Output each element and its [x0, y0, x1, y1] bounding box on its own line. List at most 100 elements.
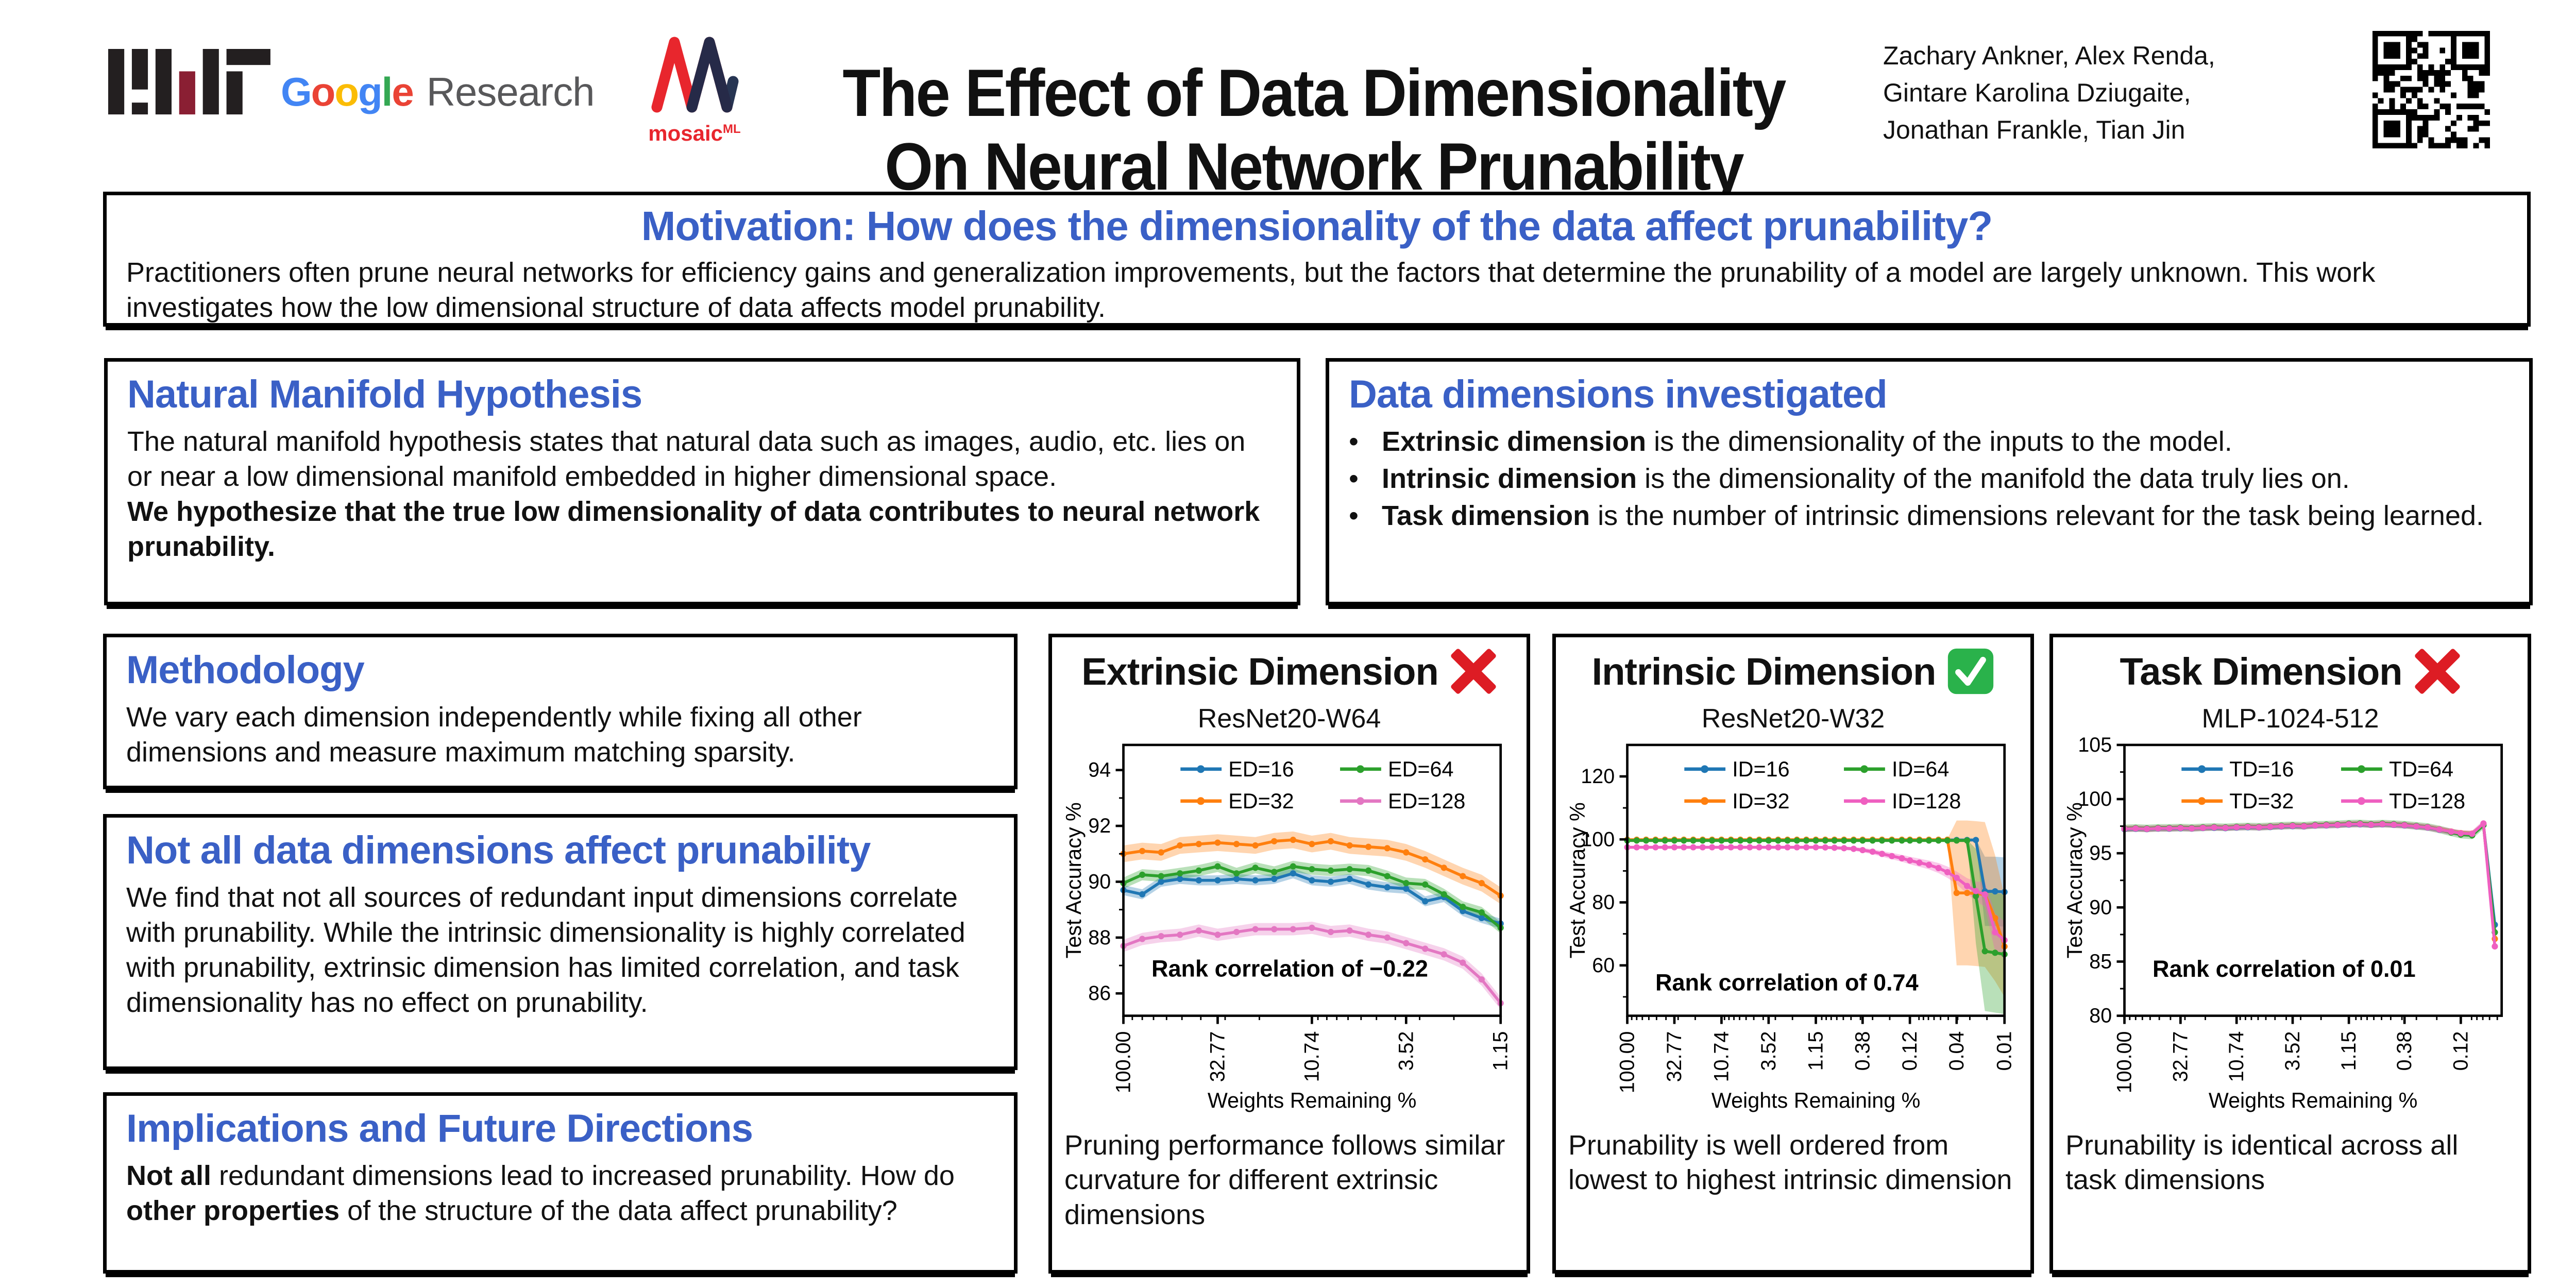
list-item: • Extrinsic dimension is the dimensionali… [1349, 424, 2510, 459]
chart-caption: Pruning performance follows similar curv… [1064, 1129, 1505, 1230]
svg-text:0.38: 0.38 [2393, 1031, 2416, 1071]
chart-status-icon [2414, 648, 2461, 695]
findings-box: Not all data dimensions affect prunabili… [103, 814, 1018, 1070]
svg-text:0.12: 0.12 [2449, 1031, 2472, 1071]
google-letter: o [334, 69, 359, 114]
natural-manifold-hypothesis-box: Natural Manifold Hypothesis The natural … [104, 358, 1300, 605]
svg-text:0.12: 0.12 [1899, 1031, 1921, 1071]
svg-text:Weights Remaining %: Weights Remaining % [1208, 1089, 1417, 1112]
data-dimensions-box: Data dimensions investigated • Extrinsic … [1326, 358, 2533, 605]
svg-text:10.74: 10.74 [1300, 1031, 1323, 1082]
svg-text:ED=128: ED=128 [1388, 789, 1465, 813]
methodology-title: Methodology [126, 648, 365, 692]
svg-text:92: 92 [1088, 815, 1111, 837]
cross-icon [2414, 649, 2460, 694]
svg-text:90: 90 [2089, 896, 2112, 919]
svg-text:Test Accuracy %: Test Accuracy % [1568, 802, 1589, 958]
bullet-icon: • [1349, 500, 1359, 532]
svg-text:90: 90 [1088, 870, 1111, 893]
mosaicml-wordmark: mosaicML [648, 121, 741, 145]
svg-text:Weights Remaining %: Weights Remaining % [2209, 1089, 2418, 1112]
google-letter: G [281, 69, 312, 114]
chart-status-icon [1947, 648, 1994, 695]
svg-text:TD=32: TD=32 [2229, 789, 2294, 813]
svg-text:3.52: 3.52 [2281, 1031, 2304, 1071]
findings-body: We find that not all sources of redundan… [126, 882, 965, 1019]
svg-text:0.01: 0.01 [1993, 1031, 2016, 1071]
line-chart: 80 85 90 95 100 105 100.00 32.77 10.74 3.52 1.15 0.… [2065, 736, 2503, 1112]
cross-icon [1451, 649, 1496, 694]
bullet-icon: • [1349, 463, 1359, 495]
dimensions-title: Data dimensions investigated [1349, 372, 1888, 416]
svg-text:100: 100 [2078, 788, 2112, 810]
svg-text:Weights Remaining %: Weights Remaining % [1711, 1089, 1921, 1112]
dimensions-list: • Extrinsic dimension is the dimensionali… [1349, 424, 2510, 533]
google-letter: l [381, 69, 393, 114]
implications-body: Not all redundant dimensions lead to inc… [126, 1160, 955, 1227]
svg-text:60: 60 [1592, 954, 1615, 977]
svg-text:Rank correlation of −0.22: Rank correlation of −0.22 [1151, 956, 1428, 982]
svg-text:88: 88 [1088, 926, 1111, 949]
google-research-label: Research [426, 69, 595, 114]
poster-title-line2: On Neural Network Prunability [885, 129, 1744, 205]
list-item: • Intrinsic dimension is the dimensionali… [1349, 461, 2510, 496]
authors-line: Zachary Ankner, Alex Renda, [1883, 41, 2215, 70]
svg-text:86: 86 [1088, 982, 1111, 1005]
motivation-title: Motivation: How does the dimensionality … [641, 203, 1993, 249]
svg-text:100.00: 100.00 [1112, 1031, 1135, 1094]
svg-text:10.74: 10.74 [1710, 1031, 1733, 1082]
svg-text:32.77: 32.77 [1663, 1031, 1686, 1082]
line-chart: 60 80 100 120 100.00 32.77 10.74 3.52 1.15 0.38 0.… [1568, 743, 2016, 1112]
svg-text:94: 94 [1088, 759, 1111, 782]
google-letter: o [311, 69, 336, 114]
chart-subtitle: ResNet20-W32 [1701, 704, 1885, 734]
svg-text:Test Accuracy %: Test Accuracy % [2065, 802, 2087, 958]
poster-title: The Effect of Data Dimensionality On Neu… [772, 56, 1855, 204]
svg-text:ED=32: ED=32 [1228, 789, 1294, 813]
mosaicml-logo: mosaicML [646, 32, 743, 146]
chart-title: Task Dimension [2120, 650, 2402, 693]
authors-line: Gintare Karolina Dziugaite, [1883, 78, 2191, 107]
svg-text:Rank correlation of 0.01: Rank correlation of 0.01 [2153, 956, 2416, 982]
findings-title: Not all data dimensions affect prunabili… [126, 828, 871, 872]
svg-text:100.00: 100.00 [1616, 1031, 1639, 1094]
methodology-body: We vary each dimension independently whi… [126, 702, 862, 768]
chart-title: Intrinsic Dimension [1591, 650, 1937, 693]
google-research-logo: Google Research [281, 69, 595, 115]
svg-text:0.38: 0.38 [1851, 1031, 1874, 1071]
svg-text:95: 95 [2089, 842, 2112, 865]
svg-text:TD=16: TD=16 [2229, 757, 2294, 781]
svg-text:85: 85 [2089, 950, 2112, 973]
svg-text:1.15: 1.15 [1805, 1031, 1827, 1071]
qr-code-icon [2361, 20, 2501, 160]
svg-text:ID=16: ID=16 [1732, 757, 1789, 781]
manifold-title: Natural Manifold Hypothesis [127, 372, 642, 416]
svg-text:TD=128: TD=128 [2389, 789, 2465, 813]
chart-caption: Prunability is identical across all task… [2065, 1129, 2459, 1196]
svg-text:3.52: 3.52 [1395, 1031, 1417, 1071]
svg-text:ID=64: ID=64 [1892, 757, 1949, 781]
authors-line: Jonathan Frankle, Tian Jin [1883, 115, 2185, 144]
google-letter: g [358, 69, 383, 114]
svg-text:120: 120 [1581, 765, 1615, 788]
svg-text:105: 105 [2078, 736, 2112, 756]
motivation-body: Practitioners often prune neural network… [126, 257, 2376, 324]
chart-card-task-dimension: Task Dimension MLP-1024-512 80 85 90 95 100 1… [2049, 634, 2531, 1274]
bullet-icon: • [1349, 426, 1359, 457]
poster-title-line1: The Effect of Data Dimensionality [842, 55, 1786, 131]
svg-text:100.00: 100.00 [2113, 1031, 2136, 1094]
check-icon [1948, 648, 1994, 694]
svg-text:3.52: 3.52 [1757, 1031, 1780, 1071]
svg-text:ID=32: ID=32 [1732, 789, 1789, 813]
implications-box: Implications and Future Directions Not a… [103, 1092, 1018, 1274]
google-letter: e [392, 69, 414, 114]
manifold-body: The natural manifold hypothesis states t… [127, 426, 1246, 493]
svg-text:ED=64: ED=64 [1388, 757, 1453, 781]
authors: Zachary Ankner, Alex Renda, Gintare Karo… [1883, 37, 2275, 148]
mit-logo [108, 49, 270, 115]
svg-text:32.77: 32.77 [2169, 1031, 2192, 1082]
manifold-hypothesis-statement: We hypothesize that the true low dimensi… [127, 496, 1260, 563]
svg-text:1.15: 1.15 [2337, 1031, 2360, 1071]
svg-text:TD=64: TD=64 [2389, 757, 2453, 781]
